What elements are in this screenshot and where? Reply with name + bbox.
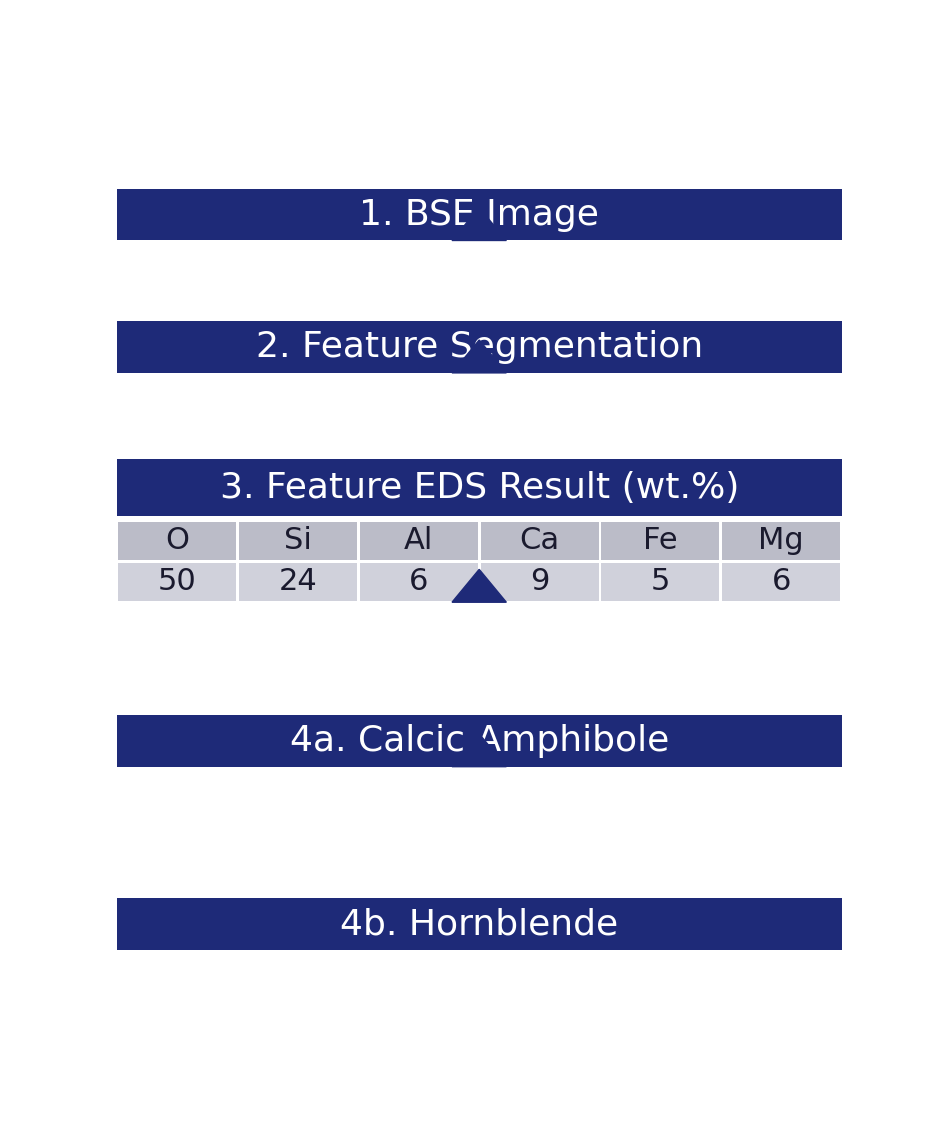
Bar [239, 522, 357, 560]
Bar [360, 522, 478, 560]
Bar [601, 563, 719, 600]
Polygon shape [452, 570, 507, 602]
Text: 1. BSE Image: 1. BSE Image [359, 198, 599, 232]
Polygon shape [452, 208, 507, 241]
Polygon shape [452, 734, 507, 767]
Bar [481, 563, 598, 600]
Text: 3. Feature EDS Result (wt.%): 3. Feature EDS Result (wt.%) [220, 471, 739, 505]
Bar [722, 563, 840, 600]
Bar [117, 715, 842, 767]
Bar [117, 460, 842, 516]
Bar [117, 189, 842, 241]
Text: Al: Al [404, 526, 434, 555]
Text: Fe: Fe [643, 526, 678, 555]
Bar [601, 522, 719, 560]
Bar [117, 898, 842, 950]
Text: O: O [165, 526, 189, 555]
Text: 4b. Hornblende: 4b. Hornblende [340, 907, 618, 941]
Text: 50: 50 [158, 568, 196, 597]
Bar [117, 321, 842, 373]
Bar [360, 563, 478, 600]
Text: 6: 6 [771, 568, 791, 597]
Polygon shape [452, 339, 507, 373]
Text: 24: 24 [279, 568, 317, 597]
Text: 5: 5 [651, 568, 670, 597]
Text: 9: 9 [530, 568, 549, 597]
Text: 6: 6 [410, 568, 428, 597]
Bar [722, 522, 840, 560]
Text: Ca: Ca [520, 526, 560, 555]
Text: 4a. Calcic Amphibole: 4a. Calcic Amphibole [290, 724, 669, 758]
Bar [239, 563, 357, 600]
Text: Si: Si [284, 526, 312, 555]
Text: 2. Feature Segmentation: 2. Feature Segmentation [255, 330, 703, 364]
Bar [119, 522, 237, 560]
Bar [119, 563, 237, 600]
Bar [481, 522, 598, 560]
Text: Mg: Mg [758, 526, 804, 555]
